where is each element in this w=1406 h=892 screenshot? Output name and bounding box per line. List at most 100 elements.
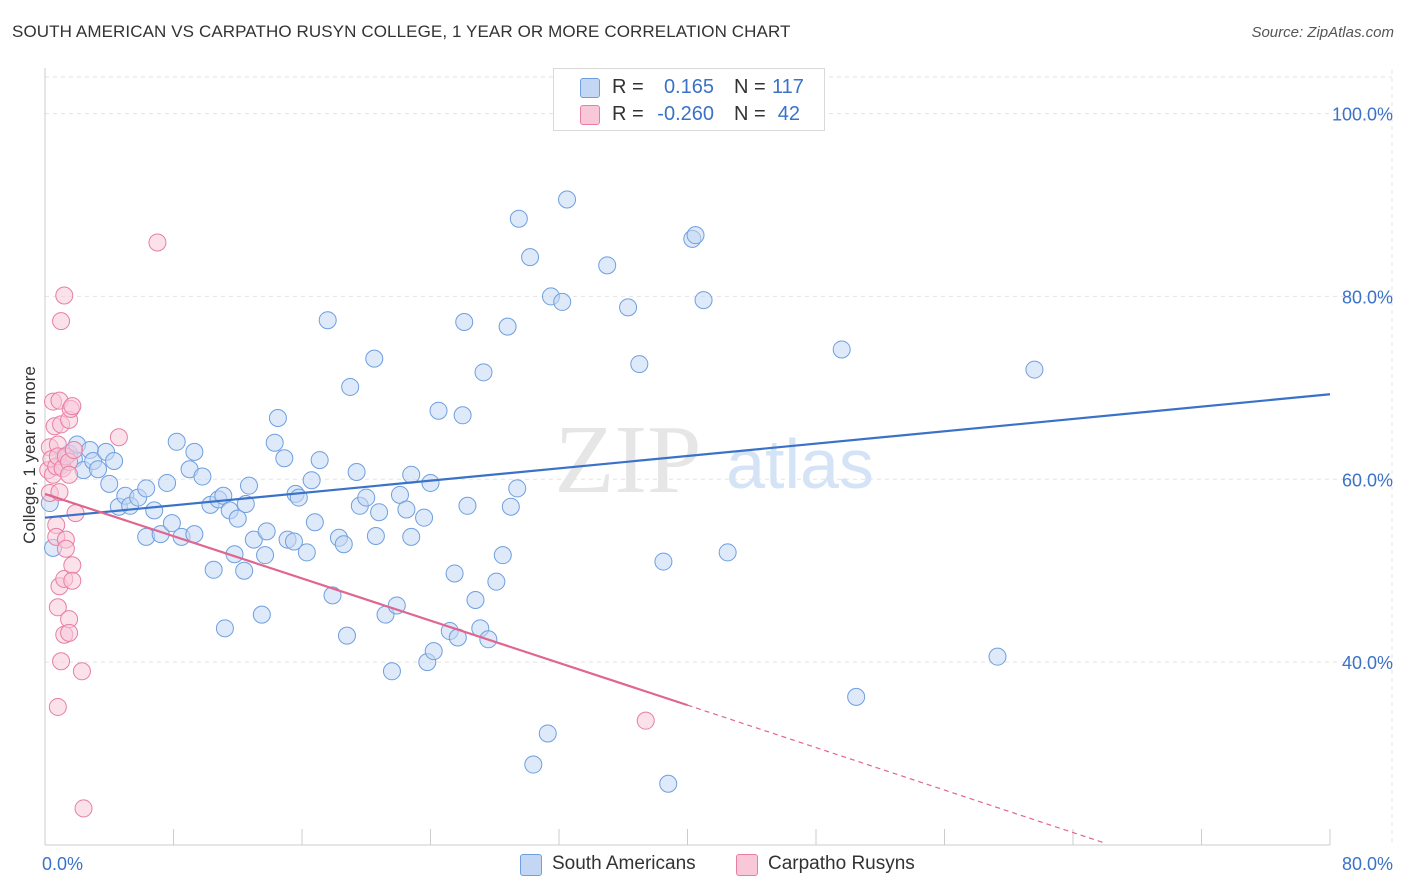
data-point-south-american: [521, 248, 540, 267]
data-point-carpatho-rusyn: [52, 652, 71, 671]
legend-r-value: -0.260: [657, 103, 714, 125]
data-point-carpatho-rusyn: [60, 623, 79, 642]
data-point-carpatho-rusyn: [74, 799, 93, 818]
data-point-south-american: [659, 774, 678, 793]
data-point-south-american: [334, 535, 353, 554]
data-point-south-american: [493, 546, 512, 565]
legend-n-value: 42: [777, 103, 800, 125]
data-point-south-american: [105, 452, 124, 470]
data-point-south-american: [167, 432, 186, 451]
data-point-south-american: [558, 190, 577, 209]
data-point-south-american: [501, 497, 520, 516]
data-point-south-american: [847, 687, 866, 706]
data-point-south-american: [204, 560, 223, 579]
data-point-carpatho-rusyn: [72, 662, 91, 681]
data-point-south-american: [402, 465, 421, 484]
x-tick-label: 0.0%: [42, 854, 83, 874]
data-point-south-american: [686, 226, 705, 245]
stats-legend: R = 0.165 N = 117 R = -0.260 N = 42: [553, 68, 825, 131]
data-point-south-american: [302, 471, 321, 490]
legend-r-label: R =: [612, 103, 644, 125]
source-credit: Source: ZipAtlas.com: [1251, 24, 1394, 41]
trend-line-south-americans: [44, 393, 1331, 519]
data-point-carpatho-rusyn: [64, 441, 83, 460]
data-point-south-american: [257, 522, 276, 541]
data-point-south-american: [466, 590, 485, 609]
data-point-south-american: [341, 377, 360, 396]
data-point-south-american: [256, 546, 275, 565]
data-point-carpatho-rusyn: [63, 556, 82, 575]
data-point-south-american: [289, 488, 308, 507]
data-point-south-american: [988, 647, 1007, 666]
y-tick-label: 40.0%: [1342, 653, 1393, 673]
data-point-south-american: [305, 513, 324, 532]
data-point-south-american: [244, 530, 263, 549]
data-point-south-american: [538, 724, 557, 743]
data-point-south-american: [228, 509, 247, 528]
data-point-carpatho-rusyn: [148, 233, 167, 252]
legend-row-south-americans: R = 0.165 N = 117: [554, 73, 824, 101]
data-point-south-american: [366, 526, 385, 545]
data-point-south-american: [458, 496, 477, 515]
data-point-south-american: [347, 462, 366, 481]
data-point-south-american: [619, 298, 638, 317]
data-point-south-american: [318, 311, 337, 330]
y-tick-label: 100.0%: [1332, 105, 1393, 125]
data-point-south-american: [429, 401, 448, 420]
y-tick-label: 80.0%: [1342, 287, 1393, 307]
legend-label-carpatho-rusyns: Carpatho Rusyns: [768, 853, 915, 874]
legend-swatch-pink: [580, 105, 600, 125]
data-point-south-american: [323, 586, 342, 605]
legend-swatch-blue: [520, 854, 542, 876]
series-carpatho-rusyns-points: [39, 233, 655, 818]
data-point-carpatho-rusyn: [109, 428, 128, 447]
data-point-south-american: [424, 642, 443, 661]
data-point-south-american: [524, 755, 543, 774]
data-point-south-american: [453, 406, 472, 425]
data-point-south-american: [193, 467, 212, 486]
data-point-south-american: [357, 488, 376, 507]
data-point-south-american: [509, 209, 528, 228]
data-point-south-american: [162, 514, 181, 533]
data-point-south-american: [498, 317, 517, 336]
data-point-carpatho-rusyn: [63, 397, 82, 416]
data-point-carpatho-rusyn: [60, 465, 79, 484]
legend-r-label: R =: [612, 76, 644, 98]
data-point-south-american: [397, 500, 416, 519]
legend-swatch-blue: [580, 78, 600, 98]
data-point-south-american: [297, 543, 316, 562]
data-point-carpatho-rusyn: [56, 539, 75, 558]
data-point-carpatho-rusyn: [48, 598, 67, 617]
chart-title: SOUTH AMERICAN VS CARPATHO RUSYN COLLEGE…: [12, 22, 791, 41]
data-point-south-american: [487, 572, 506, 591]
data-point-carpatho-rusyn: [636, 711, 655, 730]
data-point-south-american: [553, 292, 572, 311]
data-point-south-american: [268, 409, 287, 428]
data-point-south-american: [158, 473, 177, 492]
legend-r-value: 0.165: [663, 76, 714, 98]
legend-row-carpatho-rusyns: R = -0.260 N = 42: [554, 100, 824, 128]
data-point-south-american: [284, 532, 303, 551]
data-point-carpatho-rusyn: [55, 286, 74, 305]
y-axis-label: College, 1 year or more: [20, 366, 39, 544]
series-legend: South Americans Carpatho Rusyns: [0, 852, 1406, 878]
data-point-south-american: [474, 363, 493, 382]
tick-labels: 100.0% 80.0% 60.0% 40.0% 0.0% 80.0%: [42, 105, 1393, 874]
data-point-carpatho-rusyn: [52, 312, 71, 331]
data-point-south-american: [137, 479, 156, 498]
data-point-south-american: [455, 313, 474, 332]
watermark: ZIP atlas: [555, 406, 874, 514]
data-point-south-american: [370, 503, 389, 522]
trend-line-carpatho-rusyns-extension: [687, 704, 1106, 844]
legend-n-value: 117: [772, 76, 804, 98]
data-point-south-american: [598, 256, 617, 275]
data-point-south-american: [508, 479, 527, 498]
data-point-south-american: [630, 355, 649, 374]
data-point-carpatho-rusyn: [63, 571, 82, 590]
data-point-south-american: [415, 508, 434, 527]
trend-lines: [44, 393, 1331, 844]
x-tick-label: 80.0%: [1342, 854, 1393, 874]
data-point-south-american: [185, 442, 204, 461]
legend-n-label: N =: [734, 103, 766, 125]
